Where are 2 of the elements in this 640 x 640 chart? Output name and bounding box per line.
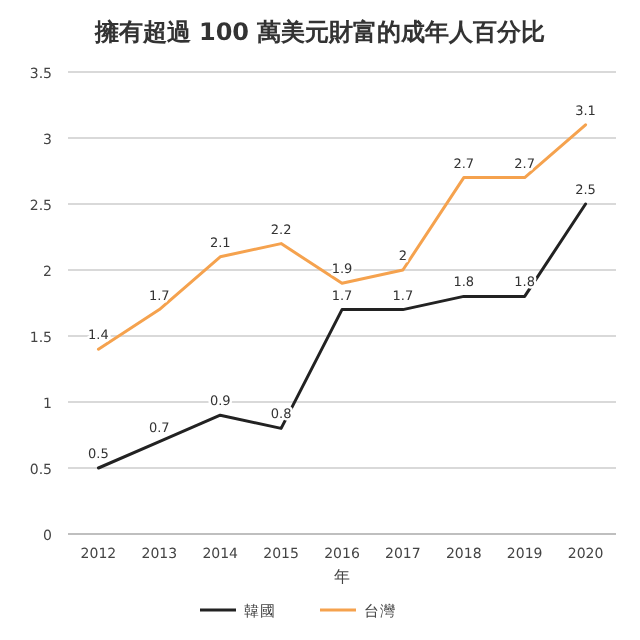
x-axis-title: 年 (334, 568, 350, 586)
chart-title: 擁有超過 100 萬美元財富的成年人百分比 (92, 18, 546, 46)
